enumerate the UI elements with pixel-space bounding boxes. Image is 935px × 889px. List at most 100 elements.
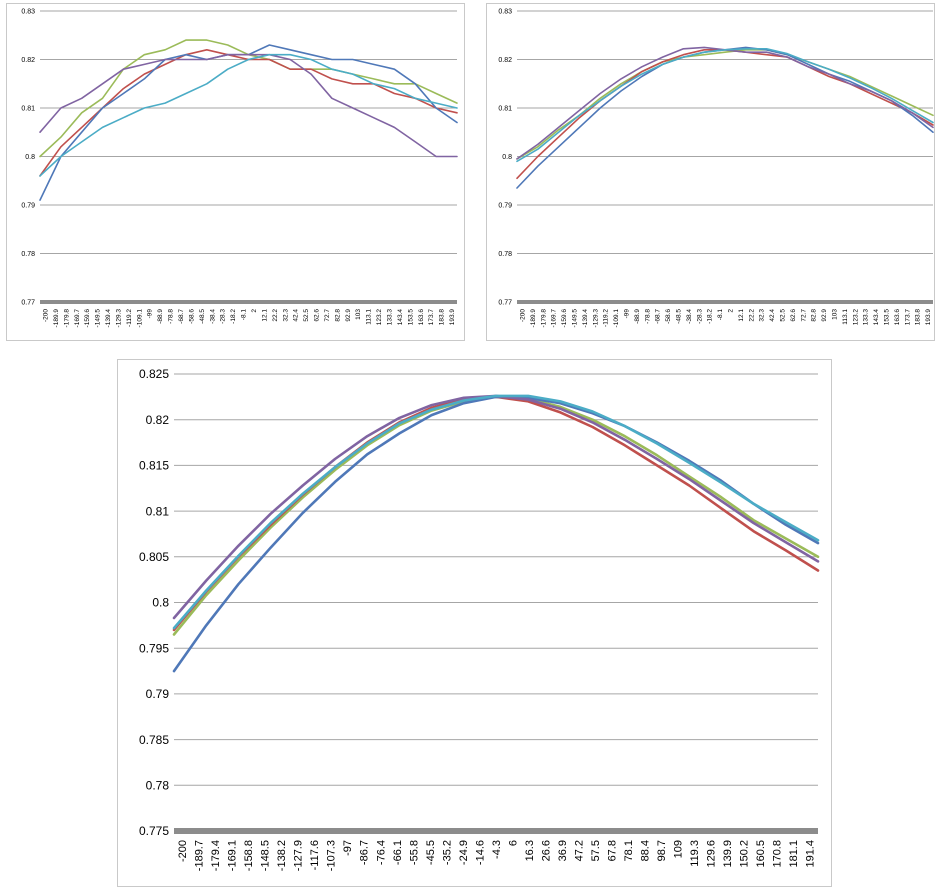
x-tick-label: -117.6 [309, 840, 321, 870]
x-tick-label: -169.7 [74, 309, 81, 328]
x-tick-label: -48.5 [675, 309, 682, 324]
series-line-purple [39, 53, 458, 158]
x-tick-label: -88.9 [634, 309, 641, 324]
y-tick-label: 0.78 [146, 779, 170, 793]
x-tick-label: 62.6 [790, 309, 797, 322]
x-tick-label: 143.4 [397, 309, 404, 326]
x-tick-label: -189.9 [53, 309, 60, 328]
x-tick-label: 82.8 [334, 309, 341, 322]
y-tick-label: 0.775 [139, 824, 169, 838]
x-tick-label: 139.9 [722, 840, 734, 868]
x-tick-label: 163.6 [894, 309, 901, 326]
x-tick-label: -149.5 [95, 309, 102, 328]
series-line-cyan [39, 53, 458, 177]
x-tick-label: 92.9 [821, 309, 828, 322]
x-tick-label: -129.3 [592, 309, 599, 328]
y-tick-label: 0.79 [21, 202, 35, 209]
x-tick-label: -200 [519, 309, 526, 322]
chart-top-right: 0.77 0.78 0.79 0.8 0.81 0.82 0.83 -200 -189.9 -17… [498, 8, 934, 328]
x-tick-label: 92.9 [345, 309, 352, 322]
x-tick-label: 153.5 [407, 309, 414, 326]
y-tick-label: 0.83 [21, 8, 35, 15]
series-line-blue [39, 44, 458, 201]
x-tick-label: 42.4 [769, 309, 776, 322]
y-tick-label: 0.82 [146, 413, 170, 427]
x-tick-label: -189.9 [530, 309, 537, 328]
series-line-purple [516, 46, 934, 160]
x-tick-label: 36.9 [557, 840, 569, 861]
y-tick-label: 0.81 [146, 504, 170, 518]
x-tick-label: 129.6 [706, 840, 718, 868]
x-tick-label: -138.2 [276, 840, 288, 871]
series-line-green [516, 48, 934, 160]
y-tick-label: 0.77 [21, 299, 35, 306]
x-axis [40, 300, 457, 304]
y-tick-label: 0.78 [21, 251, 35, 258]
series-line-cyan [172, 394, 820, 630]
x-tick-label: -8.1 [241, 309, 248, 321]
x-tick-label: -68.7 [178, 309, 185, 324]
x-tick-label: 72.7 [800, 309, 807, 322]
x-tick-label: 191.4 [805, 840, 817, 868]
x-tick-label: -189.7 [194, 840, 206, 871]
x-tick-label: -18.2 [707, 309, 714, 324]
y-tick-label: 0.81 [498, 105, 512, 112]
x-tick-label: -109.1 [136, 309, 143, 328]
x-tick-label: 72.7 [324, 309, 331, 322]
x-tick-label: -4.3 [491, 840, 503, 859]
x-tick-label: -66.1 [392, 840, 404, 865]
x-tick-label: -76.4 [375, 840, 387, 865]
x-tick-label: 123.2 [376, 309, 383, 326]
x-tick-label: 109 [672, 840, 684, 858]
x-axis [517, 300, 933, 304]
x-tick-label: 16.3 [524, 840, 536, 861]
x-tick-label: 153.5 [883, 309, 890, 326]
x-tick-label: 57.5 [590, 840, 602, 861]
x-axis [174, 828, 818, 834]
x-tick-label: -38.4 [686, 309, 693, 324]
x-tick-label: -48.5 [199, 309, 206, 324]
x-tick-label: 52.5 [779, 309, 786, 322]
y-tick-label: 0.8 [25, 154, 35, 161]
y-tick-label: 0.795 [139, 641, 169, 655]
x-tick-label: 113.1 [366, 309, 373, 325]
x-tick-label: -97 [342, 840, 354, 856]
y-tick-label: 0.77 [498, 299, 512, 306]
x-tick-label: -127.9 [293, 840, 305, 871]
x-tick-label: -28.3 [220, 309, 227, 324]
x-tick-label: 173.7 [428, 309, 435, 326]
x-tick-label: 183.8 [915, 309, 922, 326]
x-tick-label: -119.2 [126, 309, 133, 327]
x-tick-label: 181.1 [788, 840, 800, 868]
chart-bottom: 0.775 0.78 0.785 0.79 0.795 0.8 0.805 0.81 0.815… [139, 367, 820, 871]
y-tick-label: 0.785 [139, 733, 169, 747]
x-tick-label: -159.6 [561, 309, 568, 328]
x-tick-label: -99 [623, 309, 630, 319]
x-tick-label: 193.9 [449, 309, 456, 326]
y-tick-label: 0.82 [498, 57, 512, 64]
y-tick-label: 0.79 [146, 687, 170, 701]
x-tick-label: -109.1 [613, 309, 620, 328]
x-tick-label: 173.7 [904, 309, 911, 326]
chart-panel-bottom: 0.775 0.78 0.785 0.79 0.795 0.8 0.805 0.81 0.815… [117, 359, 832, 887]
x-tick-label: -200 [177, 840, 189, 862]
x-tick-label: -78.8 [168, 309, 175, 324]
x-tick-label: -179.8 [540, 309, 547, 328]
x-tick-label: 98.7 [656, 840, 668, 861]
x-tick-label: -45.5 [425, 840, 437, 865]
x-tick-label: 12.1 [738, 309, 745, 322]
x-tick-label: 133.3 [387, 309, 394, 326]
x-tick-label: 32.3 [759, 309, 766, 322]
x-tick-label: -8.1 [717, 309, 724, 321]
x-tick-label: -99 [147, 309, 154, 319]
x-tick-label: 133.3 [863, 309, 870, 326]
x-tick-label: -18.2 [230, 309, 237, 324]
x-tick-label: -107.3 [326, 840, 338, 871]
x-tick-label: 88.4 [639, 840, 651, 861]
x-tick-label: 103 [355, 309, 362, 320]
x-tick-label: 6 [507, 840, 519, 846]
x-tick-label: 52.5 [303, 309, 310, 322]
x-tick-label: -35.2 [441, 840, 453, 865]
x-tick-label: 82.8 [811, 309, 818, 322]
y-tick-label: 0.82 [21, 57, 35, 64]
